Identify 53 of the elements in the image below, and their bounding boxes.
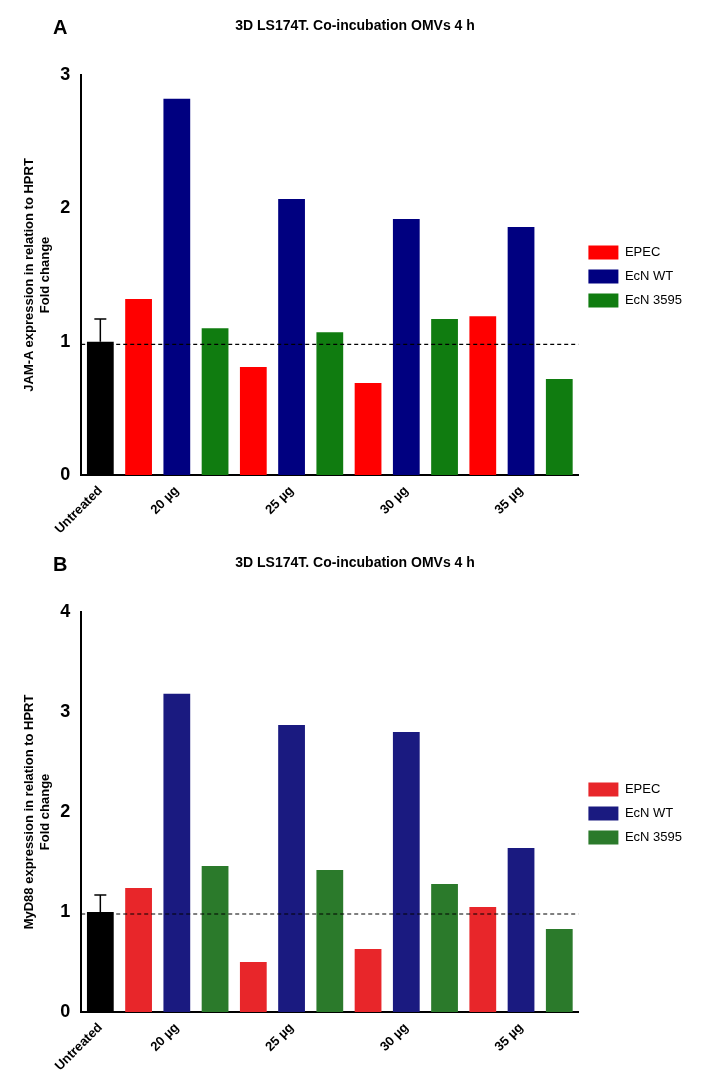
bar (545, 929, 573, 1013)
text: A (53, 16, 68, 39)
bar (354, 949, 382, 1013)
y-tick-label: 4 (60, 600, 71, 621)
bar (239, 366, 267, 476)
y-axis-title: JAM-A expression in relation to HPRT Fold change (21, 158, 52, 392)
x-tick-label: 35 µg (491, 482, 526, 517)
chart-title: 3D LS174T. Co-incubation OMVs 4 h (235, 17, 475, 34)
bar (469, 907, 497, 1013)
bar (201, 328, 229, 476)
bar (201, 865, 229, 1013)
bar (239, 962, 267, 1013)
bar (125, 887, 152, 1013)
x-tick-label: 20 µg (147, 1019, 182, 1054)
legend-label: EPEC (624, 781, 661, 797)
legend-label: EcN 3595 (624, 292, 682, 308)
x-tick-label: 30 µg (376, 1019, 411, 1054)
bar (431, 318, 458, 476)
y-tick-label: 3 (60, 700, 71, 721)
y-tick-label: 3 (60, 63, 71, 84)
bar (125, 298, 152, 476)
bar (507, 847, 535, 1013)
legend-label: EcN WT (624, 268, 674, 284)
x-tick-label: 25 µg (261, 482, 297, 517)
x-tick-label: 25 µg (261, 1019, 297, 1054)
y-tick-label: 0 (60, 464, 71, 485)
bar (431, 883, 458, 1013)
y-tick-label: 2 (60, 800, 71, 821)
bar (354, 383, 382, 476)
y-tick-label: 0 (60, 1001, 71, 1022)
bar (392, 218, 420, 476)
bar (545, 379, 573, 476)
bar (392, 731, 420, 1013)
bar (163, 98, 191, 476)
bar (278, 198, 305, 476)
bar (278, 724, 305, 1013)
bar (469, 316, 497, 476)
bar (316, 332, 344, 476)
bar (163, 693, 191, 1013)
chart-title: 3D LS174T. Co-incubation OMVs 4 h (235, 554, 475, 571)
bar (507, 226, 535, 476)
y-axis-title: MyD88 expression in relation to HPRT Fold change (21, 694, 52, 930)
legend-label: EPEC (624, 244, 661, 260)
text: B (53, 553, 68, 576)
y-tick-label: 1 (60, 330, 71, 351)
x-tick-label: 30 µg (376, 482, 411, 517)
legend-label: EcN 3595 (624, 829, 682, 845)
legend-label: EcN WT (624, 805, 674, 821)
y-tick-label: 1 (60, 900, 71, 921)
x-tick-label: 35 µg (491, 1019, 526, 1054)
bar (316, 869, 344, 1013)
y-tick-label: 2 (60, 197, 71, 218)
x-tick-label: 20 µg (147, 482, 182, 517)
